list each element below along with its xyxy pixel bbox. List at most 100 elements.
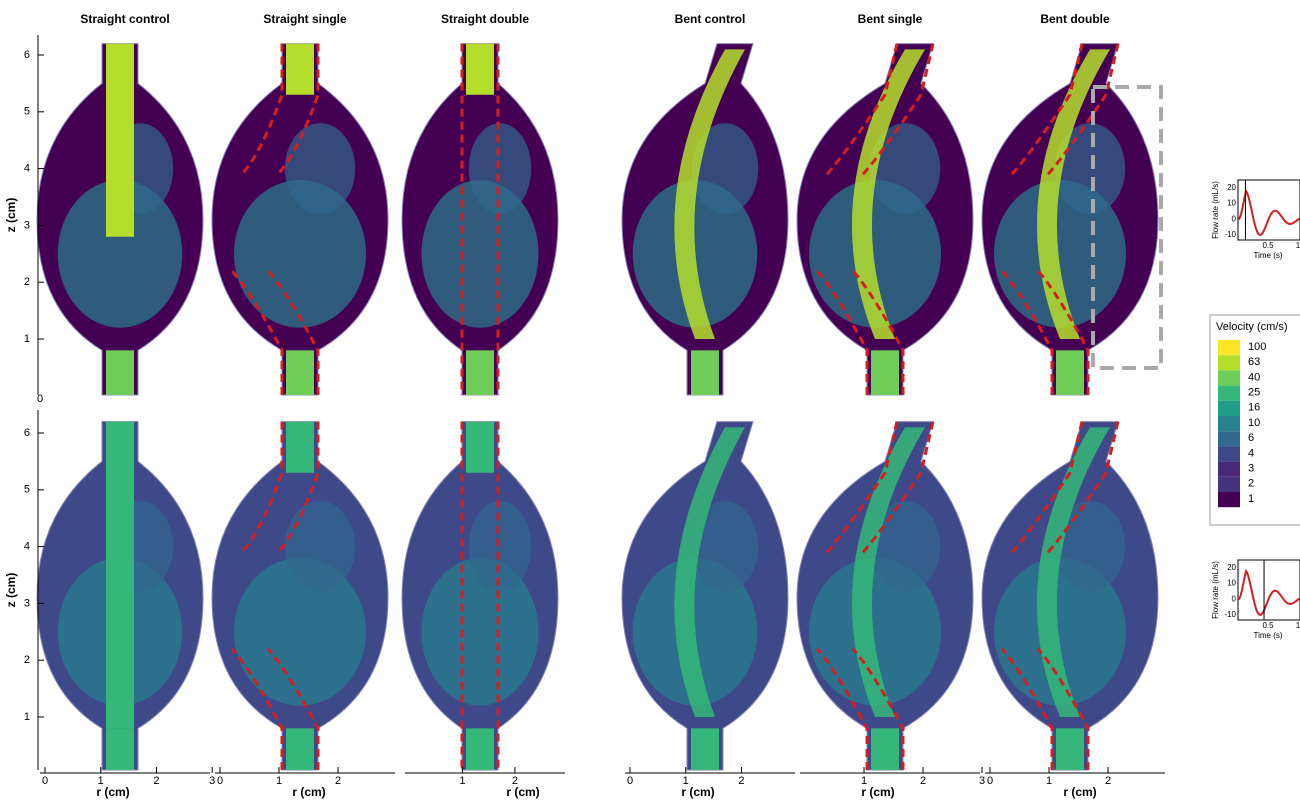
inset-y-tick: 20: [1227, 183, 1236, 192]
inset-y-tick: 20: [1227, 563, 1236, 572]
inset-x-label: Time (s): [1253, 251, 1282, 260]
x-axis-label: r (cm): [96, 785, 129, 799]
legend-label: 2: [1248, 478, 1254, 490]
outlet-jet: [1056, 350, 1084, 395]
x-tick-label: 1: [276, 775, 282, 787]
panel-title: Straight single: [263, 12, 347, 26]
legend-swatch: [1218, 492, 1240, 507]
legend-swatch: [1218, 477, 1240, 492]
inset-y-tick: 10: [1227, 579, 1236, 588]
x-tick-label: 0: [627, 775, 633, 787]
legend-label: 40: [1248, 371, 1260, 383]
legend-label: 3: [1248, 463, 1254, 475]
outlet-jet: [286, 350, 314, 395]
legend-swatch: [1218, 386, 1240, 401]
inset-frame: [1238, 560, 1300, 620]
x-tick-label: 0: [987, 775, 993, 787]
flow-region: [285, 501, 355, 592]
outlet-jet: [106, 350, 134, 395]
x-tick-label: 2: [738, 775, 744, 787]
legend-label: 100: [1248, 341, 1266, 353]
legend-swatch: [1218, 401, 1240, 416]
jet: [466, 44, 494, 95]
legend-swatch: [1218, 462, 1240, 477]
outlet-jet: [691, 350, 719, 395]
legend-label: 63: [1248, 356, 1260, 368]
x-tick-label: 2: [920, 775, 926, 787]
figure: Straight control 0 1 2 3 Straight single 0 1 2 St…: [0, 0, 1300, 799]
panel-title: Straight double: [441, 12, 529, 26]
inset-y-tick: -10: [1224, 230, 1236, 239]
y-tick-label: 6: [24, 49, 30, 61]
x-tick-label: 1: [1046, 775, 1052, 787]
jet: [286, 422, 314, 473]
legend-swatch: [1218, 431, 1240, 446]
flow-region: [469, 123, 531, 214]
x-tick-label: 2: [153, 775, 159, 787]
x-tick-label: 3: [979, 775, 985, 787]
x-axis-label: r (cm): [506, 785, 539, 799]
legend-swatch: [1218, 446, 1240, 461]
inset-y-tick: 0: [1232, 214, 1237, 223]
x-tick-label: 0: [42, 775, 48, 787]
legend-swatch: [1218, 416, 1240, 431]
x-tick-label: 3: [209, 775, 215, 787]
inset-y-tick: 0: [1232, 594, 1237, 603]
y-tick-label: 6: [24, 427, 30, 439]
outlet-jet: [691, 728, 719, 770]
x-axis-label: r (cm): [1063, 785, 1096, 799]
y-tick-label: 5: [24, 484, 30, 496]
y-tick-label: 1: [24, 711, 30, 723]
legend-swatch: [1218, 355, 1240, 370]
inset-x-tick: 0.5: [1262, 621, 1274, 630]
inset-x-tick: 0.5: [1262, 241, 1274, 250]
jet: [106, 44, 134, 237]
panel-title: Straight control: [80, 12, 169, 26]
jet: [106, 422, 134, 729]
outlet-jet: [106, 728, 134, 770]
inset-x-tick: 1: [1296, 621, 1300, 630]
jet: [466, 422, 494, 473]
panel-title: Bent single: [858, 12, 923, 26]
x-tick-label: 0: [217, 775, 223, 787]
y-tick-label: 3: [24, 597, 30, 609]
inset-x-label: Time (s): [1253, 631, 1282, 640]
legend-label: 16: [1248, 402, 1260, 414]
x-axis-label: r (cm): [861, 785, 894, 799]
legend-swatch: [1218, 340, 1240, 355]
x-axis-label: r (cm): [681, 785, 714, 799]
x-axis-label: r (cm): [292, 785, 325, 799]
legend-title: Velocity (cm/s): [1216, 321, 1288, 333]
x-tick-label: 1: [459, 775, 465, 787]
outlet-jet: [466, 350, 494, 395]
legend-label: 1: [1248, 493, 1254, 505]
legend-label: 6: [1248, 432, 1254, 444]
y-tick-label: 3: [24, 219, 30, 231]
outlet-jet: [871, 728, 899, 770]
x-tick-label: 2: [335, 775, 341, 787]
y-tick-label: 1: [24, 333, 30, 345]
y-zero-label: 0: [37, 393, 43, 405]
y-tick-label: 2: [24, 654, 30, 666]
inset-y-label: Flow rate (mL/s): [1211, 561, 1220, 619]
x-tick-label: 2: [1105, 775, 1111, 787]
y-tick-label: 5: [24, 106, 30, 118]
y-tick-label: 2: [24, 276, 30, 288]
outlet-jet: [871, 350, 899, 395]
inset-y-tick: -10: [1224, 610, 1236, 619]
inset-frame: [1238, 180, 1300, 240]
legend-label: 4: [1248, 447, 1254, 459]
outlet-jet: [466, 728, 494, 770]
panel-title: Bent control: [675, 12, 746, 26]
inset-x-tick: 1: [1296, 241, 1300, 250]
legend-label: 10: [1248, 417, 1260, 429]
flow-region: [285, 123, 355, 214]
jet: [286, 44, 314, 95]
outlet-jet: [1056, 728, 1084, 770]
y-tick-label: 4: [24, 541, 30, 553]
y-axis-label: z (cm): [4, 198, 18, 233]
panel-title: Bent double: [1040, 12, 1110, 26]
legend-label: 25: [1248, 387, 1260, 399]
y-axis-label: z (cm): [4, 573, 18, 608]
legend-swatch: [1218, 370, 1240, 385]
